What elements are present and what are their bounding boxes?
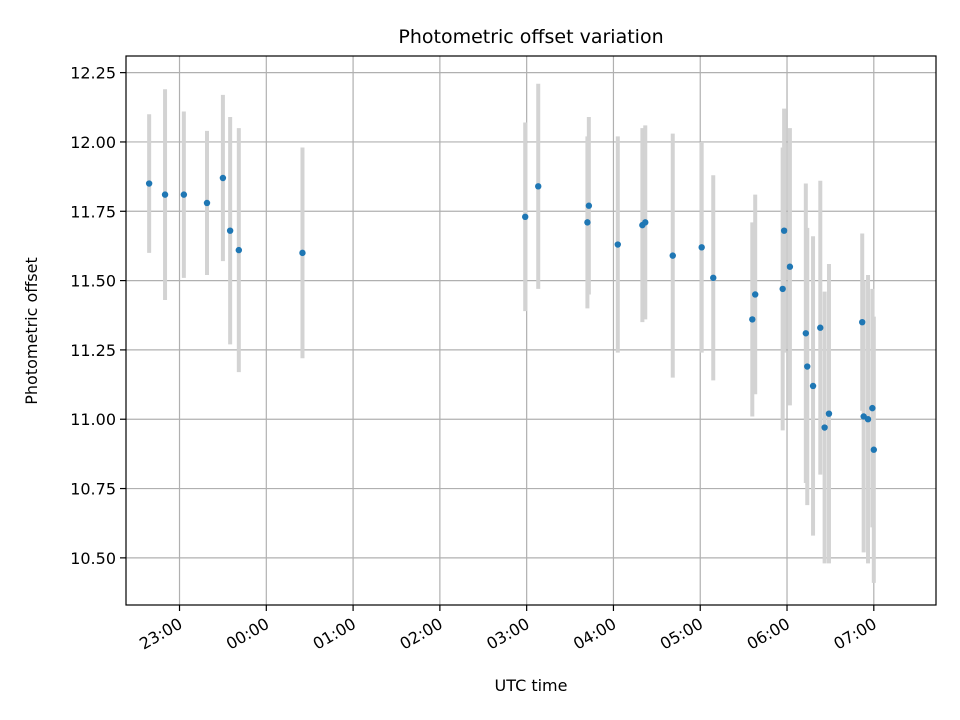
- data-point: [804, 363, 811, 370]
- data-point: [698, 244, 705, 251]
- data-point: [535, 183, 542, 190]
- data-point: [299, 249, 306, 257]
- data-point: [235, 246, 243, 254]
- y-tick-label: 12.00: [70, 133, 116, 152]
- data-point: [226, 227, 234, 234]
- data-point: [145, 180, 153, 187]
- y-tick-label: 11.00: [70, 410, 116, 429]
- y-tick-label: 10.75: [70, 480, 116, 499]
- data-point: [802, 330, 810, 337]
- data-point: [749, 316, 756, 323]
- data-point: [825, 410, 833, 417]
- data-point: [614, 241, 621, 248]
- data-point: [809, 382, 817, 390]
- chart-title: Photometric offset variation: [398, 26, 663, 48]
- plot-frame: [125, 55, 937, 606]
- x-axis-label: UTC time: [495, 676, 568, 695]
- data-point: [161, 191, 169, 198]
- data-point: [585, 202, 593, 209]
- data-point: [203, 199, 211, 207]
- data-point: [780, 227, 788, 234]
- data-point: [584, 219, 591, 226]
- data-point: [710, 274, 717, 282]
- data-point: [180, 191, 188, 198]
- data-point: [864, 416, 872, 423]
- data-point: [859, 318, 866, 326]
- data-point: [821, 424, 828, 431]
- data-point: [870, 446, 878, 453]
- data-point: [779, 285, 786, 293]
- data-point: [751, 291, 759, 298]
- y-tick-label: 12.25: [70, 64, 116, 83]
- y-tick-label: 10.50: [70, 549, 116, 568]
- y-tick-label: 11.75: [70, 202, 116, 221]
- y-axis-label: Photometric offset: [22, 257, 41, 405]
- data-points: [145, 174, 878, 453]
- data-point: [219, 174, 227, 182]
- data-point: [817, 324, 824, 331]
- data-point: [669, 252, 676, 259]
- y-axis: 10.50 10.75 11.00 11.25 11.50 11.75 12.00 12.25: [70, 64, 126, 568]
- y-tick-label: 11.50: [70, 272, 116, 291]
- data-point: [869, 404, 876, 412]
- data-point: [642, 219, 649, 226]
- grid: [126, 56, 936, 605]
- data-point: [522, 213, 529, 221]
- y-tick-label: 11.25: [70, 341, 116, 360]
- data-point: [786, 263, 794, 270]
